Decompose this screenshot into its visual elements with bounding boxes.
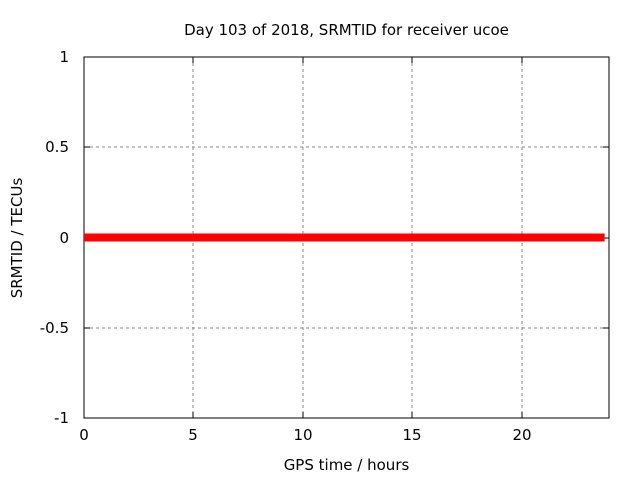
x-tick-label: 10 [293, 426, 312, 444]
x-tick-label: 15 [402, 426, 421, 444]
y-tick-label: 1 [59, 48, 69, 66]
x-tick-label: 5 [188, 426, 198, 444]
y-tick-label: 0 [59, 229, 69, 247]
chart-title: Day 103 of 2018, SRMTID for receiver uco… [184, 21, 509, 39]
y-tick-label: 0.5 [45, 138, 69, 156]
y-axis-label: SRMTID / TECUs [8, 177, 26, 299]
y-tick-label: -0.5 [40, 319, 69, 337]
x-axis-label: GPS time / hours [283, 456, 410, 474]
y-tick-label: -1 [54, 409, 69, 427]
x-tick-label: 0 [79, 426, 89, 444]
x-tick-label: 20 [512, 426, 531, 444]
